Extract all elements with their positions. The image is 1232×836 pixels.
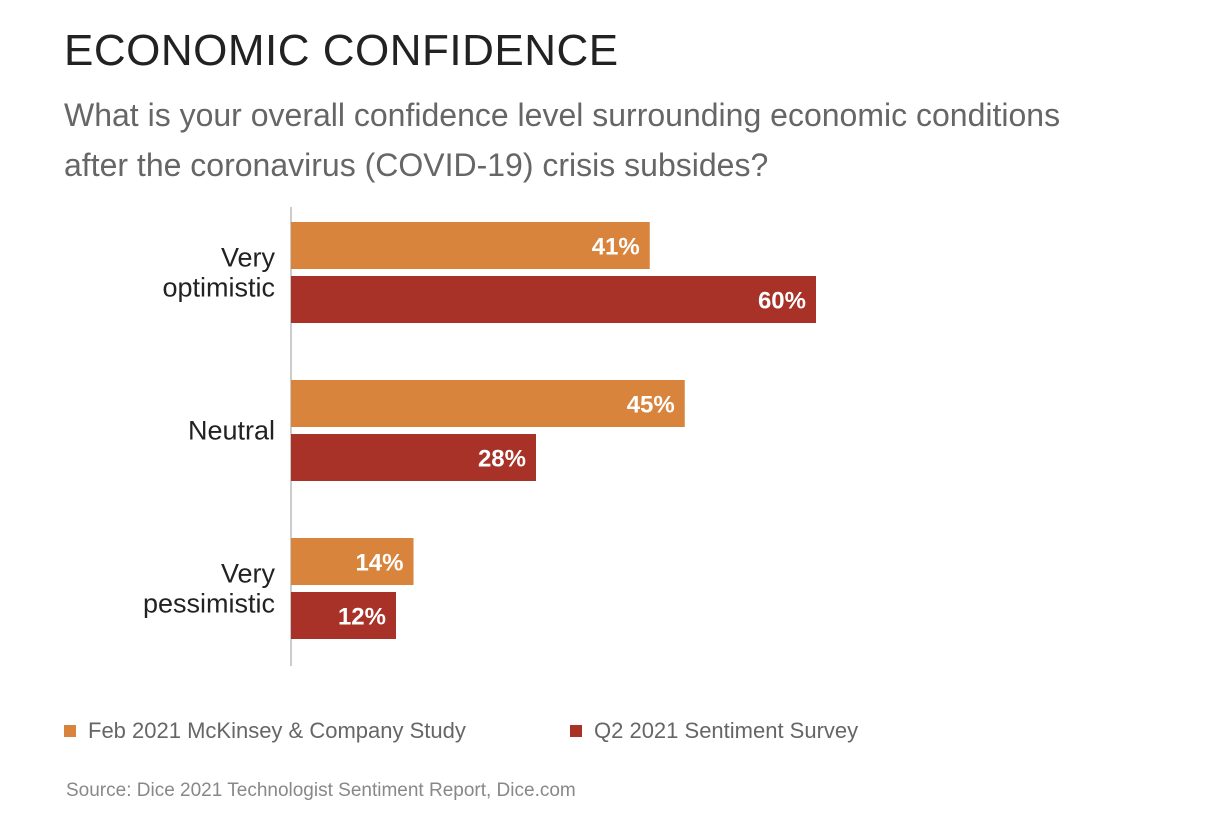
- category-label: Very: [221, 243, 276, 273]
- category-label: Neutral: [188, 416, 275, 446]
- legend-item-feb-2021: Feb 2021 McKinsey & Company Study: [64, 718, 466, 744]
- data-label: 41%: [592, 234, 640, 261]
- category-label: pessimistic: [143, 589, 275, 619]
- legend-label-feb-2021: Feb 2021 McKinsey & Company Study: [88, 718, 466, 743]
- bar-chart: Veryoptimistic41%60%Neutral45%28%Verypes…: [143, 207, 816, 666]
- source-note: Source: Dice 2021 Technologist Sentiment…: [66, 780, 576, 801]
- bar-q2-2021: [291, 434, 536, 481]
- category-label: Very: [221, 559, 276, 589]
- bar-feb-2021: [291, 538, 414, 585]
- legend-item-q2-2021: Q2 2021 Sentiment Survey: [570, 718, 858, 744]
- data-label: 60%: [758, 288, 806, 315]
- legend-swatch-feb-2021: [64, 725, 76, 737]
- data-label: 12%: [338, 604, 386, 631]
- bar-feb-2021: [291, 222, 650, 269]
- data-label: 28%: [478, 446, 526, 473]
- data-label: 14%: [355, 550, 403, 577]
- bar-feb-2021: [291, 380, 685, 427]
- data-label: 45%: [627, 392, 675, 419]
- bar-q2-2021: [291, 592, 396, 639]
- bar-q2-2021: [291, 276, 816, 323]
- legend-swatch-q2-2021: [570, 725, 582, 737]
- chart-title: ECONOMIC CONFIDENCE: [64, 26, 619, 75]
- legend-label-q2-2021: Q2 2021 Sentiment Survey: [594, 718, 859, 743]
- chart-subtitle: What is your overall confidence level su…: [64, 97, 1061, 183]
- category-label: optimistic: [162, 273, 275, 303]
